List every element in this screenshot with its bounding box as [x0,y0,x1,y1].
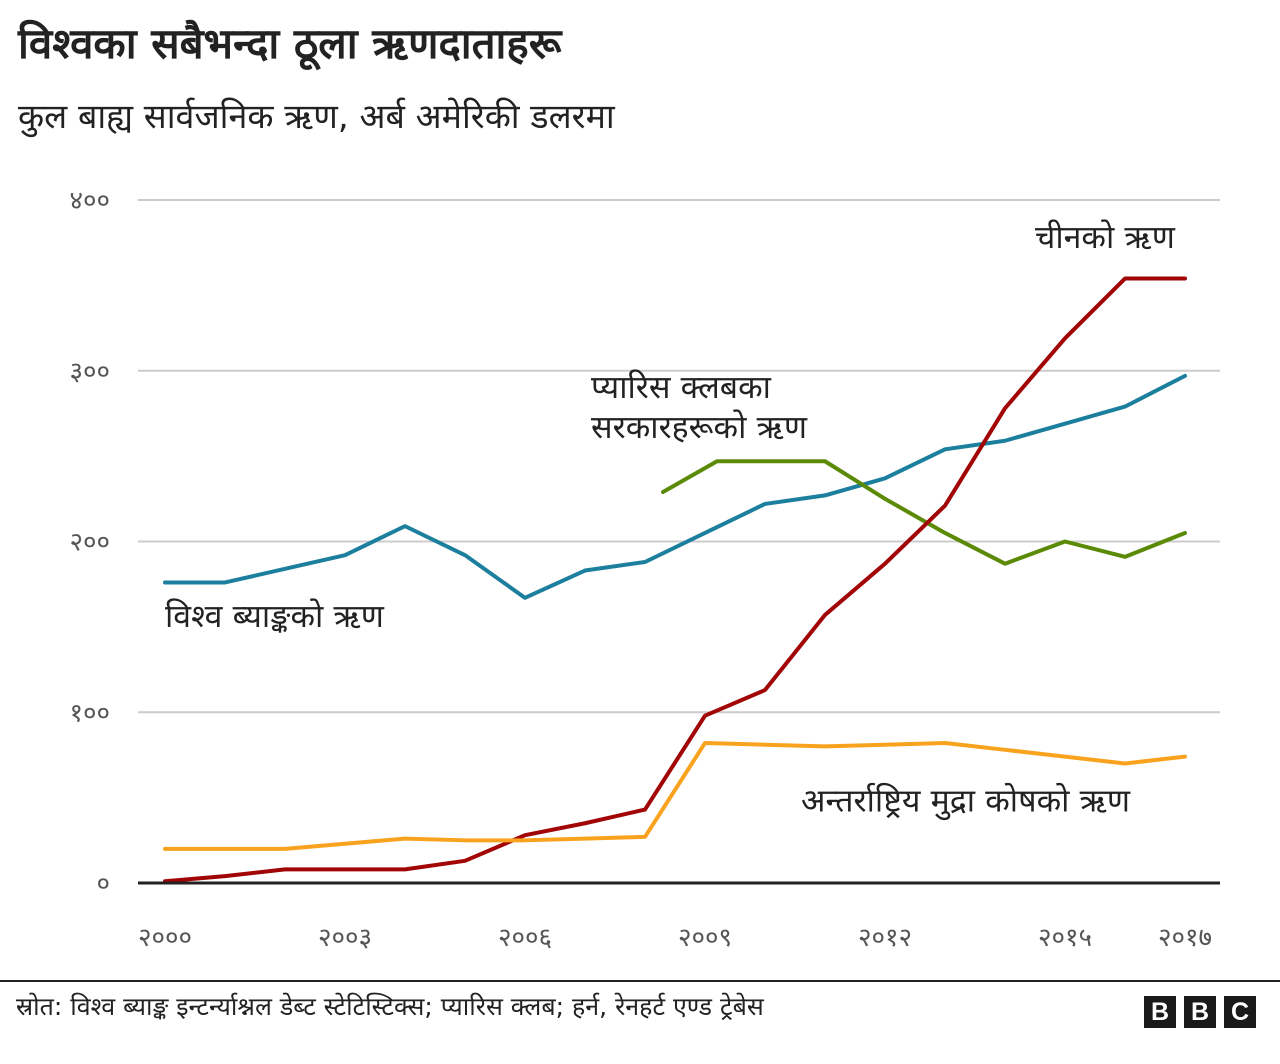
series-line [163,373,1187,600]
y-tick-label: ४०० [69,186,110,216]
x-tick-label: २०१७ [1158,923,1212,953]
logo-letter-c: C [1224,996,1256,1028]
x-tick-label: २००३ [318,923,372,953]
x-tick-label: २०१५ [1038,923,1092,953]
footer-divider [0,980,1280,982]
y-tick-label: ३०० [69,357,110,387]
series-label: विश्व ब्याङ्कको ऋण [165,597,385,635]
bbc-logo: B B C [1144,996,1256,1028]
x-tick-label: २००० [138,923,192,953]
series-label: अन्तर्राष्ट्रिय मुद्रा कोषको ऋण [801,781,1131,820]
y-tick-label: २०० [69,528,110,558]
source-note: स्रोत: विश्व ब्याङ्क इन्टर्न्याश्नल डेब्… [16,992,764,1021]
y-tick-label: ० [96,869,110,899]
y-tick-label: १०० [69,698,110,728]
x-tick-label: २००९ [678,923,732,953]
logo-letter-b2: B [1184,996,1216,1028]
series-line [163,276,1187,884]
series-line [163,740,1187,851]
logo-letter-b1: B [1144,996,1176,1028]
x-tick-label: २००६ [498,923,552,953]
x-tick-label: २०१२ [858,923,912,953]
chart-subtitle: कुल बाह्य सार्वजनिक ऋण, अर्ब अमेरिकी डलर… [18,97,615,137]
chart-title: विश्वका सबैभन्दा ठूला ऋणदाताहरू [18,19,562,68]
line-chart: ० १०० २०० ३०० ४०० २००० २००३ २००६ २००९ २०१२ २०१५ २०१… [69,186,1220,953]
series-label: चीनको ऋण [1035,218,1176,256]
series-label: सरकारहरूको ऋण [591,408,808,446]
series-line [661,459,1187,566]
series-label: प्यारिस क्लबका [591,368,772,406]
